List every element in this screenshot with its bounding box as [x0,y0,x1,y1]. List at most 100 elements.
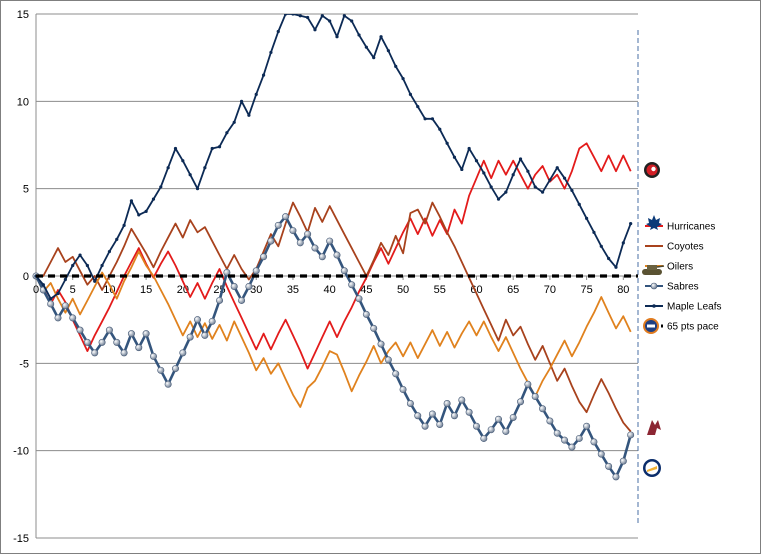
data-point-maple-leafs [629,222,633,226]
x-tick-label: 40 [324,284,336,296]
data-point-maple-leafs [173,146,178,151]
data-point-sabres [414,412,422,420]
legend-marker-sabres [650,282,658,290]
icon-part [647,265,657,270]
data-point-sabres [406,400,414,408]
icon-part [647,420,661,435]
y-tick-label: -5 [19,358,29,370]
data-point-maple-leafs [570,188,574,193]
data-point-maple-leafs [518,157,523,161]
data-point-sabres [436,420,444,428]
data-point-sabres [399,386,407,394]
data-point-sabres [171,365,179,373]
data-point-maple-leafs [85,263,89,268]
hurricanes-logo-icon [644,162,660,178]
data-point-sabres [194,316,202,324]
x-tick-label: 35 [287,284,299,296]
icon-part [651,166,656,172]
x-tick-label: 55 [434,284,446,296]
data-point-sabres [619,457,627,465]
x-tick-label: 80 [617,284,629,296]
data-point-maple-leafs [350,19,354,23]
data-point-maple-leafs [71,263,75,268]
data-point-sabres [304,230,312,238]
data-point-sabres [495,415,503,423]
data-point-maple-leafs [166,166,170,170]
oilers-logo-icon [643,318,659,334]
data-point-sabres [260,253,268,261]
data-point-sabres [333,251,341,259]
data-point-sabres [568,443,576,451]
data-point-maple-leafs [467,146,471,151]
data-point-maple-leafs [284,14,288,16]
data-point-sabres [230,282,238,290]
data-point-sabres [517,398,525,406]
data-point-maple-leafs [137,213,141,217]
data-point-maple-leafs [115,237,119,241]
data-point-maple-leafs [489,185,493,189]
data-point-maple-leafs [357,33,361,37]
data-point-sabres [597,450,605,458]
data-point-maple-leafs [585,216,589,220]
legend-label-hurricanes: Hurricanes [667,222,715,233]
legend-marker-maple-leafs [652,304,656,308]
data-point-maple-leafs [401,77,405,81]
data-point-sabres [149,352,157,360]
data-point-maple-leafs [188,173,192,177]
icon-part [656,265,665,268]
data-point-sabres [216,296,224,304]
data-point-maple-leafs [562,176,567,180]
data-point-sabres [612,473,620,481]
data-point-maple-leafs [607,256,611,261]
data-point-sabres [157,366,165,374]
data-point-sabres [61,302,69,310]
data-point-maple-leafs [313,28,317,32]
data-point-maple-leafs [621,241,625,245]
legend-label-maple-leafs: Maple Leafs [667,302,721,313]
data-point-maple-leafs [100,263,104,268]
icon-part [647,466,657,472]
data-point-maple-leafs [599,244,603,248]
icon-part [647,324,655,328]
data-point-maple-leafs [320,14,324,18]
data-point-sabres [120,349,128,357]
data-point-maple-leafs [225,131,229,135]
data-point-sabres [311,244,319,252]
data-point-sabres [421,422,429,430]
data-point-maple-leafs [335,35,339,39]
data-point-sabres [370,324,378,332]
y-tick-label: 15 [17,9,29,21]
data-point-maple-leafs [386,49,390,53]
y-tick-label: -15 [13,533,29,545]
data-point-sabres [443,400,451,408]
data-point-maple-leafs [151,197,156,201]
data-point-sabres [76,326,84,334]
data-point-sabres [164,380,172,388]
data-point-sabres [91,349,99,357]
legend-label-oilers: Oilers [667,262,693,273]
data-point-sabres [201,331,209,339]
data-point-sabres [605,462,613,470]
data-point-maple-leafs [504,190,508,194]
data-point-sabres [583,422,591,430]
data-point-sabres [384,356,392,364]
data-point-maple-leafs [555,166,559,170]
data-point-sabres [127,330,135,338]
data-point-maple-leafs [496,197,501,201]
data-point-sabres [362,310,370,318]
data-point-maple-leafs [159,185,163,189]
data-point-sabres [458,396,466,404]
data-point-sabres [502,427,510,435]
data-point-maple-leafs [445,141,449,145]
data-point-maple-leafs [430,117,435,121]
data-point-maple-leafs [342,14,346,18]
data-point-maple-leafs [41,283,45,287]
data-point-sabres [509,413,517,421]
data-point-maple-leafs [232,120,236,124]
x-tick-label: 15 [140,284,152,296]
data-point-maple-leafs [423,117,427,121]
data-point-maple-leafs [533,185,537,189]
data-point-maple-leafs [452,155,457,159]
data-point-maple-leafs [144,209,148,213]
